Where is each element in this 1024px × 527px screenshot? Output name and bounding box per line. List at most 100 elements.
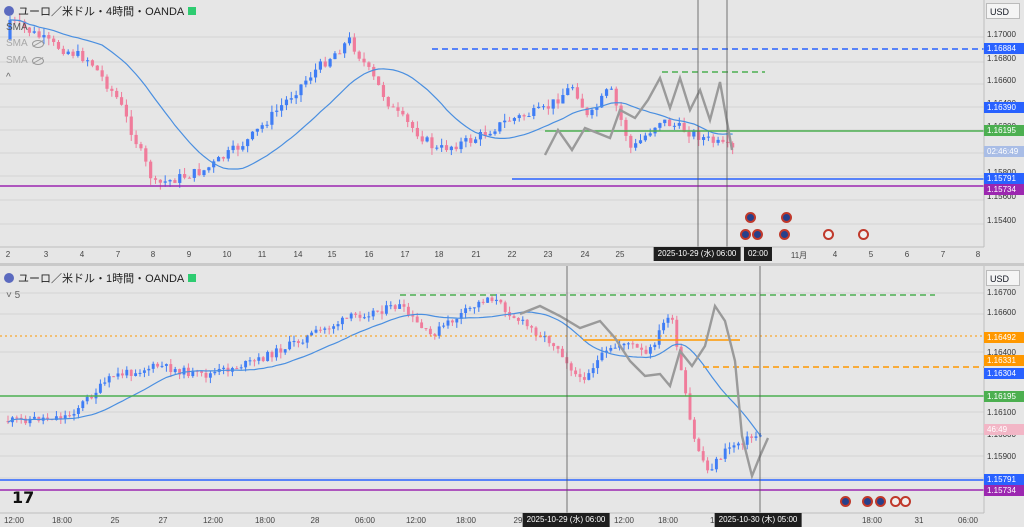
us-flag-event-icon[interactable] xyxy=(900,496,911,507)
candle xyxy=(468,307,472,309)
market-status-icon xyxy=(188,274,197,282)
time-tick: 06:00 xyxy=(354,516,376,525)
pane-divider[interactable] xyxy=(0,263,1024,266)
candle xyxy=(345,317,349,319)
candle xyxy=(204,372,208,378)
candle xyxy=(604,350,608,353)
candle xyxy=(144,148,148,162)
candle xyxy=(115,90,119,98)
time-tick: 18:00 xyxy=(254,516,276,525)
candle xyxy=(472,307,476,309)
candle xyxy=(32,31,36,33)
candle xyxy=(42,35,46,38)
candle xyxy=(398,304,402,309)
candle xyxy=(310,332,314,336)
hidden-eye-icon[interactable] xyxy=(31,39,44,48)
candle xyxy=(27,27,31,33)
candle xyxy=(677,123,681,126)
time-tick: 31 xyxy=(914,516,924,525)
currency-select[interactable]: USD xyxy=(986,270,1020,286)
candle xyxy=(626,343,630,345)
candle xyxy=(721,139,725,142)
economic-event-icon[interactable] xyxy=(781,212,792,223)
candle xyxy=(202,170,206,176)
candle xyxy=(294,95,298,99)
candle xyxy=(726,141,730,144)
candle xyxy=(213,371,217,374)
time-tick: 25 xyxy=(615,250,625,259)
economic-event-icon[interactable] xyxy=(875,496,886,507)
candle xyxy=(46,417,50,419)
economic-event-icon[interactable] xyxy=(779,229,790,240)
candle xyxy=(314,329,318,333)
candle xyxy=(483,132,487,136)
candle xyxy=(534,327,538,336)
candle xyxy=(478,132,483,140)
candle xyxy=(250,131,255,140)
candle xyxy=(391,106,395,108)
candle xyxy=(575,87,580,99)
time-tick: 8 xyxy=(150,250,156,259)
candle xyxy=(600,352,604,361)
candle xyxy=(682,123,686,132)
candle xyxy=(687,131,691,137)
candle xyxy=(758,435,762,437)
currency-select[interactable]: USD xyxy=(986,3,1020,19)
candle xyxy=(265,124,269,126)
price-plot-1h[interactable] xyxy=(0,266,1024,527)
indicator-sma-2[interactable]: SMA xyxy=(6,38,44,49)
time-cursor-label: 02:00 xyxy=(743,247,773,261)
time-tick: 18:00 xyxy=(51,516,73,525)
candle xyxy=(723,448,727,459)
chart-pane-4h[interactable]: ユーロ／米ドル・4時間・OANDA SMA SMA SMA ^ USD 1.17… xyxy=(0,0,1024,263)
candle xyxy=(139,144,143,149)
candle xyxy=(464,138,468,142)
candle xyxy=(235,368,239,370)
candle xyxy=(503,120,507,123)
candle xyxy=(596,360,600,369)
indicator-sma-1[interactable]: SMA xyxy=(6,22,28,33)
candle xyxy=(512,118,516,121)
price-plot-4h[interactable] xyxy=(0,0,1024,263)
time-tick: 12:00 xyxy=(613,516,635,525)
candle xyxy=(333,53,337,60)
time-tick: 15 xyxy=(327,250,337,259)
collapse-chevron-icon[interactable]: ^ xyxy=(6,72,11,83)
candle xyxy=(648,133,652,136)
hidden-eye-icon[interactable] xyxy=(31,56,44,65)
candle xyxy=(446,320,450,326)
candle xyxy=(22,21,27,28)
candle xyxy=(252,360,256,362)
candle xyxy=(459,312,463,319)
candle xyxy=(187,177,192,179)
time-tick: 23 xyxy=(543,250,553,259)
indicator-sma-3[interactable]: SMA xyxy=(6,55,44,66)
candle xyxy=(556,99,560,104)
economic-event-icon[interactable] xyxy=(840,496,851,507)
price-tick: 1.16100 xyxy=(987,408,1016,417)
economic-event-icon[interactable] xyxy=(740,229,751,240)
time-tick: 14 xyxy=(293,250,303,259)
symbol-logo-icon xyxy=(4,6,14,16)
economic-event-icon[interactable] xyxy=(745,212,756,223)
symbol-logo-icon xyxy=(4,273,14,283)
candle xyxy=(24,418,28,424)
us-flag-event-icon[interactable] xyxy=(858,229,869,240)
candle xyxy=(105,76,109,89)
candle xyxy=(430,137,434,149)
candle xyxy=(98,383,102,393)
chart-pane-1h[interactable]: ユーロ／米ドル・1時間・OANDA ˅ 5 USD 1.16700 1.16600… xyxy=(0,266,1024,527)
candle xyxy=(274,348,278,358)
us-flag-event-icon[interactable] xyxy=(823,229,834,240)
candle xyxy=(236,145,240,150)
candle xyxy=(595,107,599,110)
economic-event-icon[interactable] xyxy=(862,496,873,507)
indicator-collapse[interactable]: ˅ 5 xyxy=(6,290,21,301)
tradingview-logo[interactable]: 17 xyxy=(12,488,35,507)
price-tag: 46:49 xyxy=(984,424,1024,435)
candle xyxy=(246,139,250,147)
symbol-legend-1h[interactable]: ユーロ／米ドル・1時間・OANDA xyxy=(4,270,197,286)
symbol-legend-4h[interactable]: ユーロ／米ドル・4時間・OANDA xyxy=(4,3,197,19)
economic-event-icon[interactable] xyxy=(752,229,763,240)
candle xyxy=(340,317,344,325)
